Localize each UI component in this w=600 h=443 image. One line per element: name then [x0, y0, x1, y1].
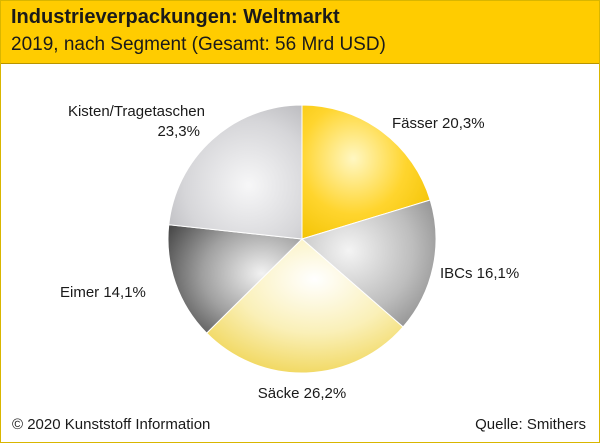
- pie-label-saecke: Säcke 26,2%: [258, 385, 346, 402]
- source-note: Quelle: Smithers: [475, 416, 586, 433]
- pie-label-faesser: Fässer 20,3%: [392, 115, 485, 132]
- pie-slice-saecke: [205, 238, 404, 374]
- pie-slice-kisten: [168, 104, 303, 240]
- pie-slice-eimer: [167, 224, 304, 334]
- pie-labels: Fässer 20,3% IBCs 16,1% Säcke 26,2% Eimer 1…: [60, 103, 519, 402]
- pie-label-kisten-value: 23,3%: [157, 123, 200, 140]
- pie-label-kisten-name: Kisten/Tragetaschen: [68, 103, 205, 120]
- pie-slice-ibcs: [300, 199, 437, 328]
- pie-label-eimer: Eimer 14,1%: [60, 284, 146, 301]
- chart-subtitle: 2019, nach Segment (Gesamt: 56 Mrd USD): [11, 34, 386, 55]
- pie-slice-faesser: [301, 104, 431, 240]
- copyright-note: © 2020 Kunststoff Information: [12, 416, 211, 433]
- pie-label-ibcs: IBCs 16,1%: [440, 265, 519, 282]
- pie-chart: Fässer 20,3% IBCs 16,1% Säcke 26,2% Eimer 1…: [60, 103, 519, 402]
- chart-title: Industrieverpackungen: Weltmarkt: [11, 6, 340, 28]
- chart-header: Industrieverpackungen: Weltmarkt 2019, n…: [1, 1, 599, 64]
- pie-slices: [167, 104, 437, 374]
